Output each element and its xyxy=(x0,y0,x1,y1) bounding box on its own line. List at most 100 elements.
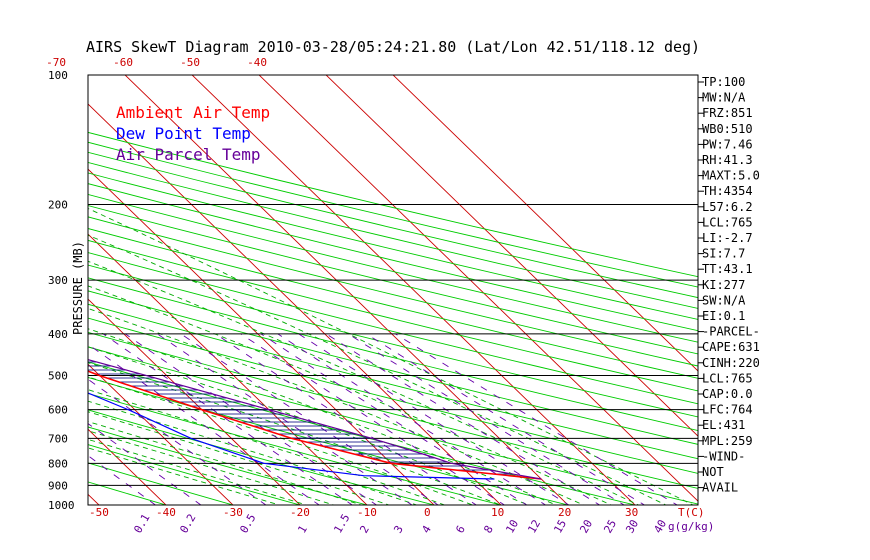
pressure-tick-500: 500 xyxy=(48,370,68,383)
index-item: LI:-2.7 xyxy=(702,231,753,245)
top-temp-tick: -40 xyxy=(247,56,267,69)
top-temp-tick: -70 xyxy=(46,56,66,69)
mixing-ratio-line xyxy=(102,333,354,505)
moist-adiabat-line xyxy=(88,207,695,505)
index-item: CAP:0.0 xyxy=(702,387,753,401)
moist-adiabat-line xyxy=(88,307,585,505)
dry-adiabat-line xyxy=(88,376,570,505)
dry-adiabat-line xyxy=(88,239,698,392)
isotherm-line xyxy=(88,428,167,505)
dry-adiabat-line xyxy=(88,317,698,474)
mixing-ratio-line xyxy=(88,378,267,505)
mixing-ratio-line xyxy=(298,333,570,505)
isotherm-line xyxy=(191,75,636,505)
index-item: WB0:510 xyxy=(702,122,753,136)
mixing-ratio-line xyxy=(88,343,321,505)
isotherm-line xyxy=(0,65,41,514)
moist-adiabat-line xyxy=(88,430,336,505)
dry-adiabat-line xyxy=(88,252,698,405)
pressure-tick-200: 200 xyxy=(48,198,68,211)
isotherm-line xyxy=(88,363,234,505)
pressure-tick-100: 100 xyxy=(48,69,68,82)
index-item: -PARCEL- xyxy=(702,325,760,339)
bottom-temp-tick: -50 xyxy=(89,506,109,519)
bottom-temp-tick: 10 xyxy=(491,506,504,519)
legend-dew-point-temp: Dew Point Temp xyxy=(116,124,251,143)
bottom-temp-tick: -20 xyxy=(290,506,310,519)
moist-adiabat-line xyxy=(88,447,281,505)
moist-adiabat-line xyxy=(88,411,391,505)
bottom-temp-tick: 20 xyxy=(558,506,571,519)
index-item: SW:N/A xyxy=(702,293,746,307)
isotherm-line xyxy=(88,493,100,505)
y-axis-label: PRESSURE (MB) xyxy=(71,241,85,335)
mixing-ratio-tick: 20 xyxy=(577,518,595,536)
mixing-ratio-tick: 3 xyxy=(391,523,406,535)
pressure-tick-900: 900 xyxy=(48,479,68,492)
bottom-temp-tick: 0 xyxy=(424,506,431,519)
bottom-temp-tick: -30 xyxy=(223,506,243,519)
index-item: TT:43.1 xyxy=(702,262,753,276)
mixing-ratio-line xyxy=(125,333,378,505)
dry-adiabat-line xyxy=(88,131,698,278)
moist-adiabat-line xyxy=(88,389,446,505)
index-item: EI:0.1 xyxy=(702,309,745,323)
mixing-ratio-tick: 15 xyxy=(551,518,569,536)
index-item: MPL:259 xyxy=(702,434,753,448)
pressure-tick-800: 800 xyxy=(48,457,68,470)
pressure-tick-1000: 1000 xyxy=(48,499,75,512)
mixing-ratio-line xyxy=(347,333,625,505)
dry-adiabat-line xyxy=(88,481,168,505)
moist-adiabat-line xyxy=(88,234,667,505)
legend-ambient-air-temp: Ambient Air Temp xyxy=(116,103,270,122)
mixing-ratio-tick: 0.2 xyxy=(177,512,198,536)
moist-adiabat-line xyxy=(88,438,308,505)
mixing-ratio-tick: 30 xyxy=(623,518,641,536)
index-item: TP:100 xyxy=(702,75,745,89)
index-item: KI:277 xyxy=(702,278,745,292)
mixing-ratio-tick: 1 xyxy=(295,523,310,535)
pressure-tick-700: 700 xyxy=(48,432,68,445)
index-item: MAXT:5.0 xyxy=(702,169,760,183)
dry-adiabat-line xyxy=(88,392,503,505)
pressure-tick-400: 400 xyxy=(48,328,68,341)
dry-adiabat-line xyxy=(88,346,698,505)
index-item: EL:431 xyxy=(702,418,745,432)
dry-adiabat-line xyxy=(88,462,235,505)
index-item: TH:4354 xyxy=(702,184,753,198)
index-item: RH:41.3 xyxy=(702,153,753,167)
moist-adiabat-line xyxy=(88,260,640,505)
mixing-ratio-tick: 12 xyxy=(525,518,543,536)
top-temp-tick: -50 xyxy=(180,56,200,69)
mixing-ratio-tick: 4 xyxy=(419,523,434,536)
dry-adiabat-line xyxy=(88,172,698,320)
bottom-temp-tick: 30 xyxy=(625,506,638,519)
plot-frame xyxy=(87,74,699,506)
dry-adiabat-line xyxy=(88,426,369,505)
dry-adiabat-line xyxy=(88,205,698,355)
dry-adiabat-line xyxy=(88,228,698,379)
x-axis-label: T(C) xyxy=(678,506,705,519)
mixing-ratio-line xyxy=(88,423,202,505)
mixing-ratio-line xyxy=(326,333,601,505)
index-item: LCL:765 xyxy=(702,215,753,229)
bottom-temp-tick: -10 xyxy=(357,506,377,519)
top-temp-tick: -60 xyxy=(113,56,133,69)
dry-adiabat-line xyxy=(88,277,698,431)
index-item: AVAIL xyxy=(702,481,738,495)
legend-air-parcel-temp: Air Parcel Temp xyxy=(116,145,261,164)
index-item: -WIND- xyxy=(702,449,745,463)
isotherm-line xyxy=(258,75,698,502)
index-item: CAPE:631 xyxy=(702,340,760,354)
moist-adiabat-line xyxy=(88,346,530,505)
mixing-ratio-tick: 2 xyxy=(357,523,372,535)
dry-adiabat-line xyxy=(88,409,436,505)
mixing-ratio-tick: 25 xyxy=(601,518,619,536)
isotherm-line xyxy=(124,75,569,505)
mixing-ratio-tick: 10 xyxy=(503,518,521,536)
series-layer xyxy=(88,359,542,480)
ambient-air-temp-line xyxy=(88,370,542,480)
mixing-ratio-tick: 8 xyxy=(481,523,496,535)
